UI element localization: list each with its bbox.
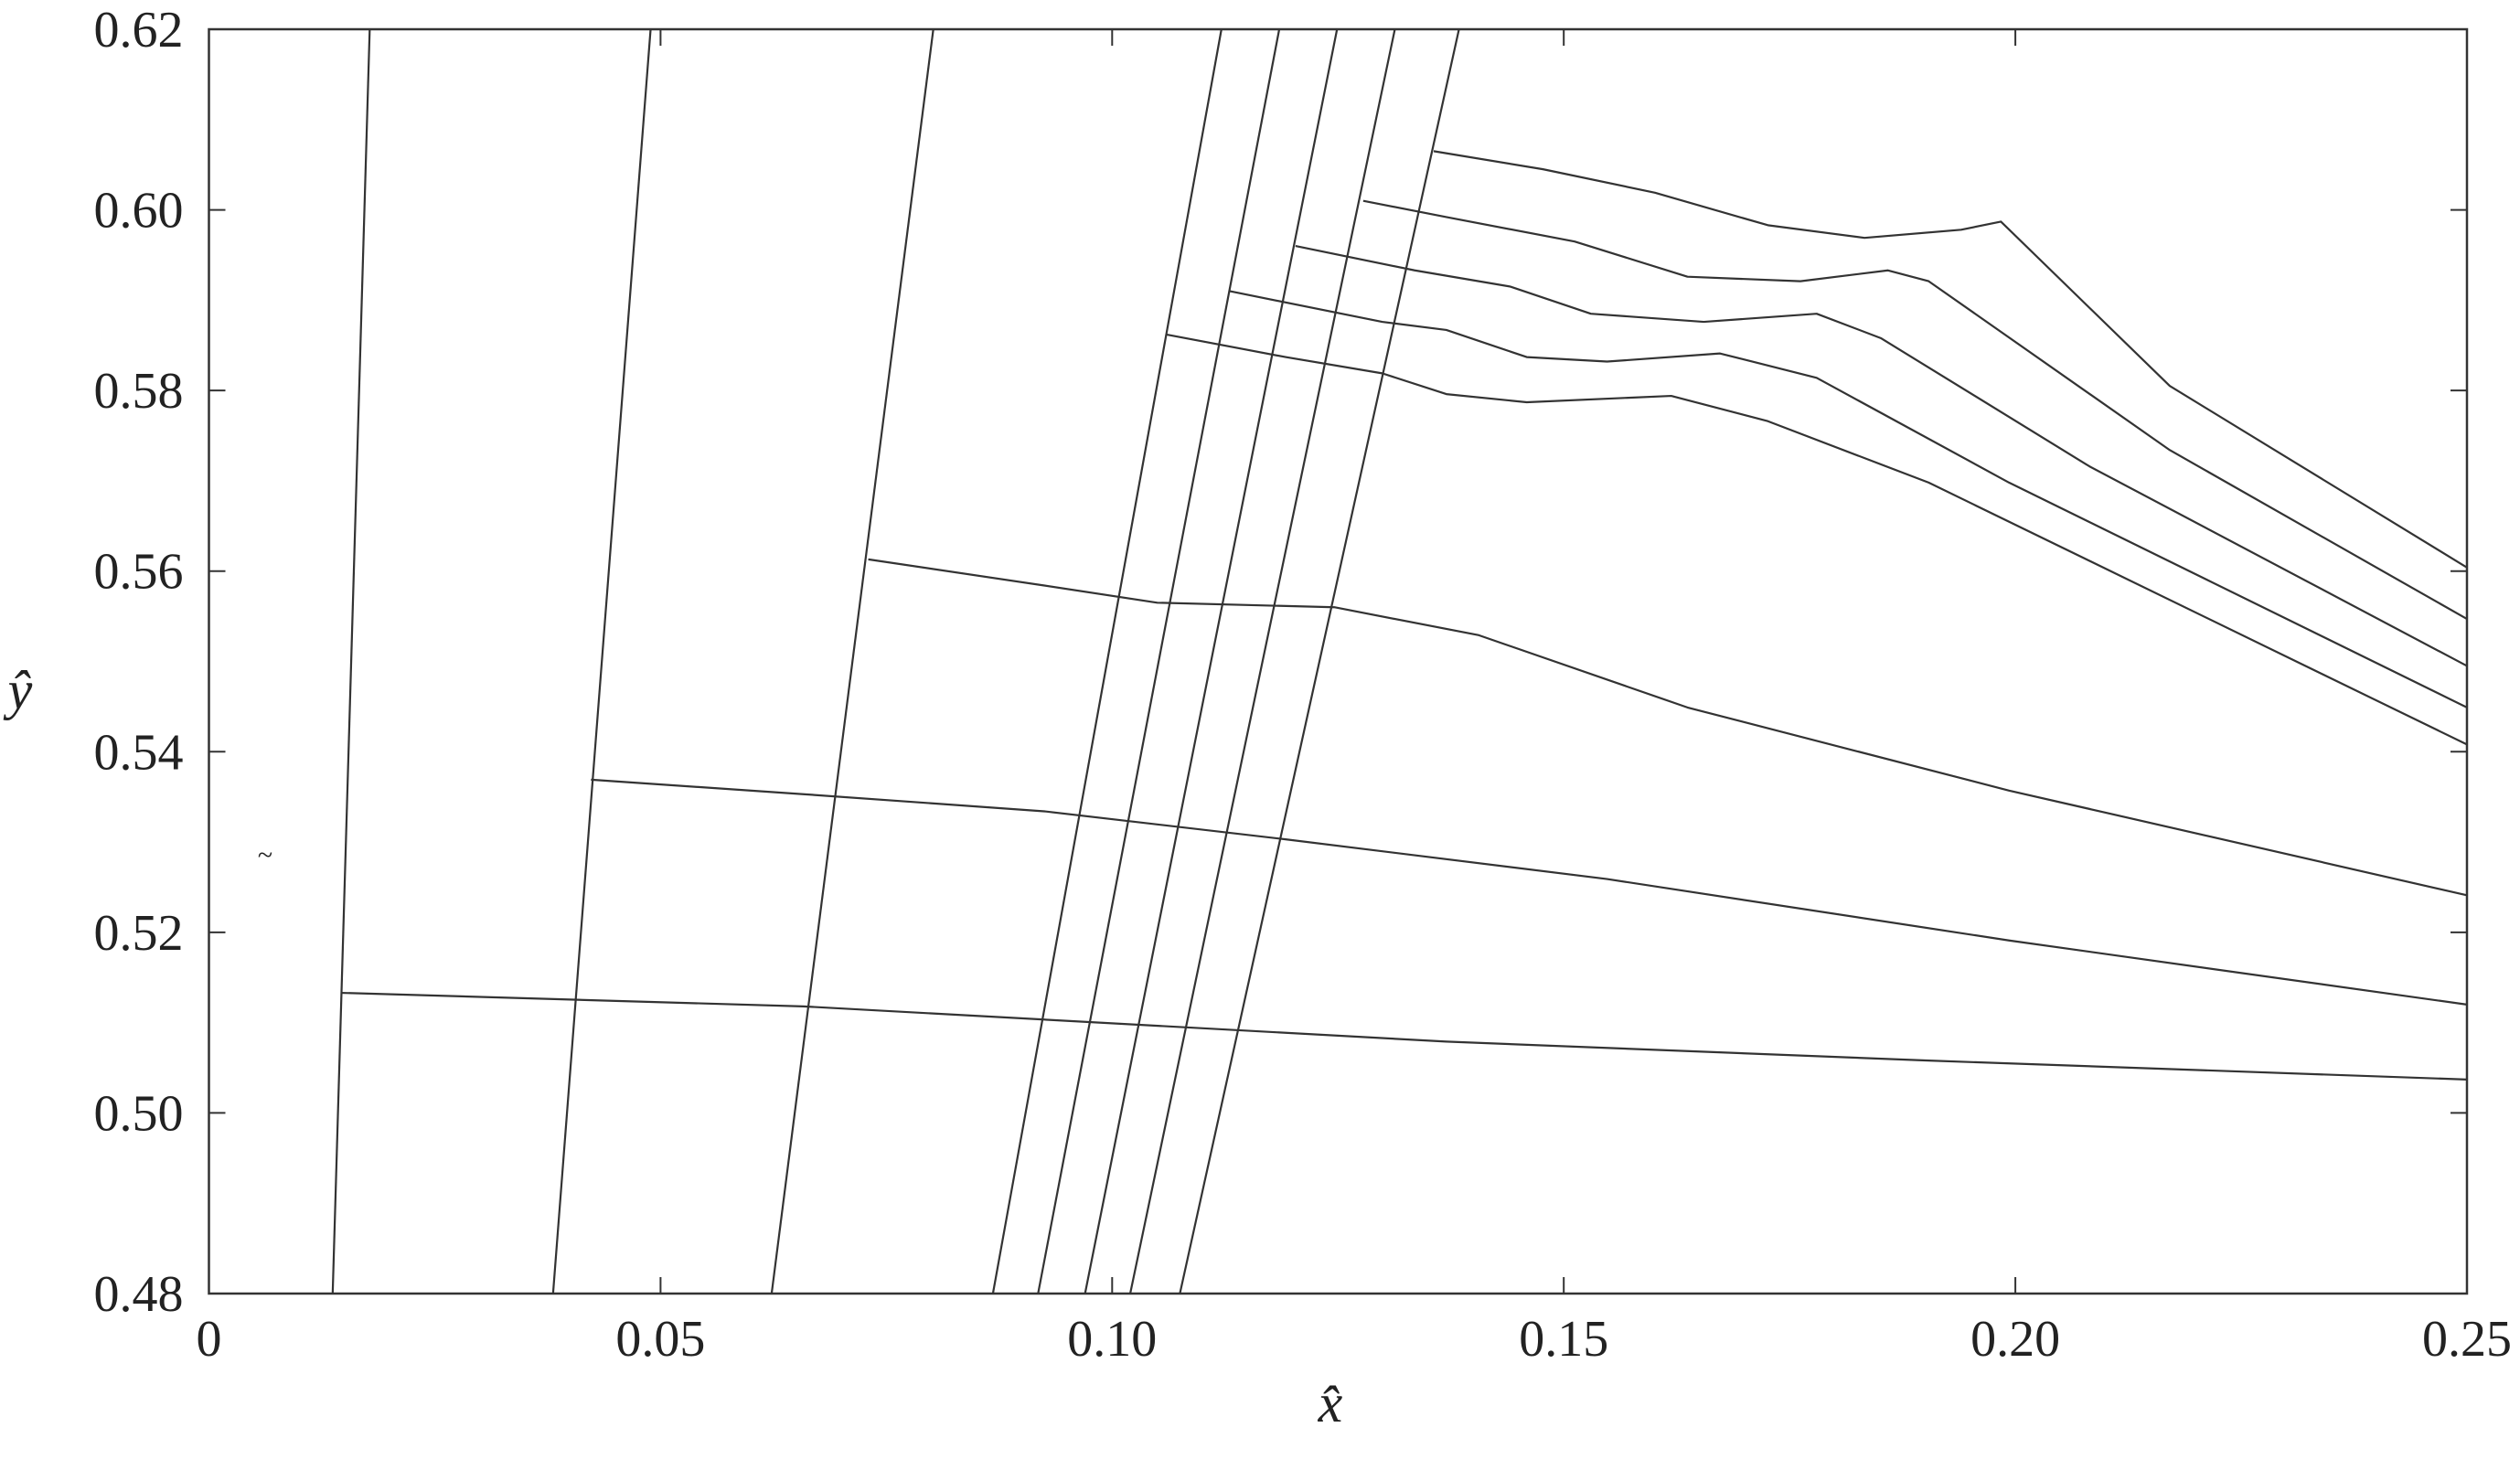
curve [1037,28,1281,1294]
x-axis-label: x̂ [1318,1373,1343,1433]
y-tick-label: 0.60 [94,183,184,240]
curve [1295,245,2468,667]
curve [1166,333,2468,746]
y-tick-label: 0.62 [94,2,184,59]
curve [1128,28,1396,1294]
plot-frame [208,27,2469,1295]
curve [868,558,2468,897]
x-tick-label: 0.10 [1067,1311,1157,1368]
x-tick-label: 0.20 [1970,1311,2060,1368]
y-tick-label: 0.56 [94,544,184,601]
y-tick-label: 0.54 [94,724,184,781]
curve [1229,290,2468,708]
x-tick-label: 0.05 [615,1311,705,1368]
curve [591,778,2468,1006]
curve [340,991,2468,1081]
annotation: ~ [258,840,272,870]
x-tick-label: 0.15 [1519,1311,1608,1368]
curve [991,28,1223,1294]
curve [1433,150,2468,569]
curve [1179,28,1460,1294]
x-tick-label: 0 [197,1311,222,1368]
curve [1084,28,1339,1294]
y-tick-label: 0.58 [94,363,184,420]
curve [331,28,371,1294]
curve [1362,199,2468,621]
curve [551,28,652,1294]
y-tick-label: 0.48 [94,1266,184,1323]
y-axis-label: ŷ [3,660,33,720]
x-tick-label: 0.25 [2422,1311,2512,1368]
y-tick-label: 0.52 [94,905,184,962]
curve [770,28,934,1294]
y-tick-label: 0.50 [94,1085,184,1142]
